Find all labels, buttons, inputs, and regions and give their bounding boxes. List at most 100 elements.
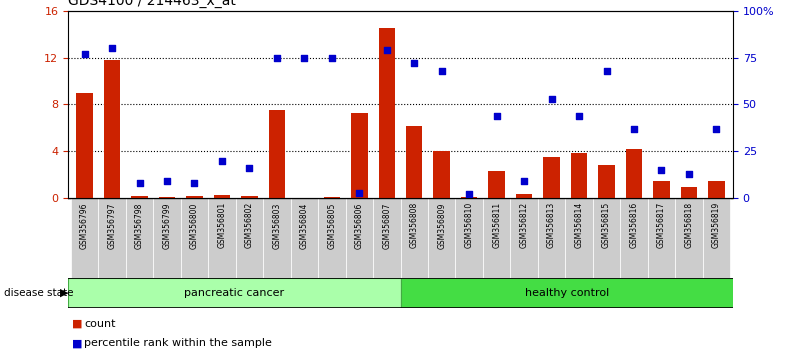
Point	[243, 165, 256, 171]
Text: ▶: ▶	[60, 288, 69, 298]
Bar	[400, 278, 733, 308]
Point	[188, 181, 201, 186]
Bar	[131, 196, 147, 198]
Point	[628, 126, 641, 132]
Point	[325, 55, 338, 60]
Point	[133, 181, 146, 186]
Bar	[68, 278, 400, 308]
Bar	[406, 126, 422, 198]
Point	[353, 190, 366, 195]
Bar	[483, 198, 510, 278]
Text: GSM356799: GSM356799	[163, 202, 171, 249]
Text: GSM356812: GSM356812	[520, 202, 529, 249]
Bar	[153, 198, 181, 278]
Text: GDS4100 / 214463_x_at: GDS4100 / 214463_x_at	[68, 0, 236, 8]
Bar	[702, 198, 731, 278]
Point	[215, 158, 228, 164]
Bar	[345, 198, 373, 278]
Bar	[268, 110, 285, 198]
Text: GSM356805: GSM356805	[328, 202, 336, 249]
Text: ■: ■	[72, 338, 83, 348]
Text: disease state: disease state	[4, 288, 74, 298]
Bar	[235, 198, 264, 278]
Text: percentile rank within the sample: percentile rank within the sample	[84, 338, 272, 348]
Text: GSM356800: GSM356800	[190, 202, 199, 249]
Point	[517, 178, 530, 184]
Bar	[181, 198, 208, 278]
Point	[408, 60, 421, 66]
Bar	[433, 152, 450, 198]
Point	[298, 55, 311, 60]
Point	[271, 55, 284, 60]
Bar	[489, 171, 505, 198]
Text: GSM356804: GSM356804	[300, 202, 309, 249]
Text: GSM356811: GSM356811	[492, 202, 501, 249]
Text: GSM356814: GSM356814	[574, 202, 584, 249]
Point	[435, 68, 448, 74]
Bar	[324, 197, 340, 198]
Bar	[264, 198, 291, 278]
Bar	[461, 197, 477, 198]
Bar	[708, 181, 725, 198]
Text: GSM356817: GSM356817	[657, 202, 666, 249]
Text: GSM356801: GSM356801	[217, 202, 227, 249]
Text: count: count	[84, 319, 115, 329]
Bar	[159, 197, 175, 198]
Point	[490, 113, 503, 119]
Bar	[70, 198, 99, 278]
Bar	[620, 198, 648, 278]
Bar	[456, 198, 483, 278]
Point	[160, 178, 173, 184]
Text: ■: ■	[72, 319, 83, 329]
Bar	[126, 198, 153, 278]
Bar	[543, 157, 560, 198]
Text: GSM356803: GSM356803	[272, 202, 281, 249]
Text: GSM356815: GSM356815	[602, 202, 611, 249]
Bar	[510, 198, 537, 278]
Bar	[214, 195, 230, 198]
Bar	[99, 198, 126, 278]
Text: GSM356808: GSM356808	[410, 202, 419, 249]
Bar	[241, 196, 258, 198]
Text: GSM356809: GSM356809	[437, 202, 446, 249]
Bar	[186, 196, 203, 198]
Bar	[681, 187, 697, 198]
Bar	[400, 198, 428, 278]
Bar	[291, 198, 318, 278]
Point	[106, 45, 119, 51]
Point	[545, 96, 558, 102]
Text: GSM356796: GSM356796	[80, 202, 89, 249]
Text: GSM356819: GSM356819	[712, 202, 721, 249]
Text: GSM356798: GSM356798	[135, 202, 144, 249]
Bar	[675, 198, 702, 278]
Bar	[516, 194, 533, 198]
Text: GSM356818: GSM356818	[685, 202, 694, 249]
Bar	[208, 198, 235, 278]
Text: GSM356816: GSM356816	[630, 202, 638, 249]
Text: GSM356797: GSM356797	[107, 202, 116, 249]
Point	[710, 126, 723, 132]
Bar	[104, 60, 120, 198]
Text: GSM356810: GSM356810	[465, 202, 473, 249]
Bar	[76, 93, 93, 198]
Point	[682, 171, 695, 177]
Bar	[351, 113, 368, 198]
Bar	[654, 181, 670, 198]
Point	[380, 47, 393, 53]
Text: GSM356813: GSM356813	[547, 202, 556, 249]
Bar	[428, 198, 456, 278]
Bar	[318, 198, 345, 278]
Point	[655, 167, 668, 173]
Point	[78, 51, 91, 57]
Point	[463, 192, 476, 197]
Point	[600, 68, 613, 74]
Text: pancreatic cancer: pancreatic cancer	[184, 288, 284, 298]
Text: GSM356806: GSM356806	[355, 202, 364, 249]
Bar	[571, 153, 587, 198]
Bar	[537, 198, 566, 278]
Text: GSM356802: GSM356802	[245, 202, 254, 249]
Bar	[373, 198, 400, 278]
Text: GSM356807: GSM356807	[382, 202, 391, 249]
Bar	[598, 165, 615, 198]
Bar	[626, 149, 642, 198]
